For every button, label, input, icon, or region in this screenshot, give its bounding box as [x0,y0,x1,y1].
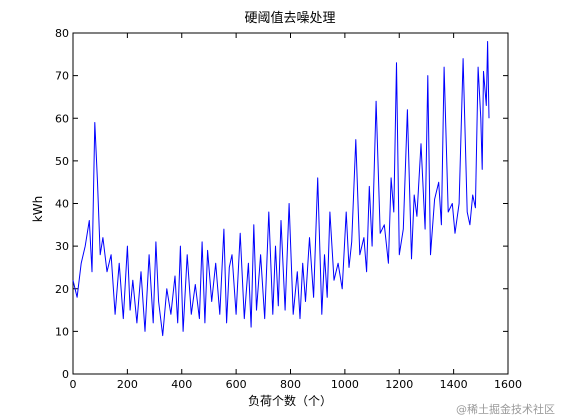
y-tick-label: 0 [62,368,69,381]
y-tick-label: 50 [55,155,69,168]
x-tick-label: 1400 [440,378,468,391]
x-tick-label: 1600 [494,378,522,391]
y-tick-label: 30 [55,240,69,253]
x-tick-label: 200 [117,378,138,391]
x-tick-label: 600 [226,378,247,391]
axis-ticks: 0 200 400 600 800 1000 1200 1400 1600 0 10 20 30 40 50… [55,27,522,391]
watermark: @稀土掘金技术社区 [456,403,555,416]
x-tick-label: 800 [280,378,301,391]
x-tick-label: 400 [171,378,192,391]
y-tick-label: 60 [55,112,69,125]
y-tick-label: 40 [55,198,69,211]
y-tick-label: 80 [55,27,69,40]
x-tick-label: 1000 [331,378,359,391]
series-line [72,41,490,337]
y-tick-label: 10 [55,325,69,338]
x-tick-label: 0 [70,378,77,391]
y-tick-label: 70 [55,70,69,83]
x-axis-label: 负荷个数（个） [248,393,332,408]
plot-area [72,32,509,375]
y-axis-label: kWh [31,196,45,222]
chart-title: 硬阈值去噪处理 [244,10,335,26]
x-tick-label: 1200 [385,378,413,391]
y-tick-label: 20 [55,283,69,296]
